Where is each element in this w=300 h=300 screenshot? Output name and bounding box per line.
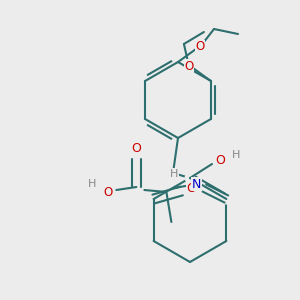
- Text: N: N: [192, 178, 201, 190]
- Text: O: O: [195, 40, 205, 53]
- Text: H: H: [170, 169, 178, 179]
- Text: O: O: [104, 185, 113, 199]
- Text: H: H: [88, 179, 97, 189]
- Text: O: O: [131, 142, 141, 155]
- Text: O: O: [187, 182, 196, 194]
- Text: H: H: [232, 150, 240, 160]
- Text: O: O: [184, 59, 194, 73]
- Text: O: O: [215, 154, 225, 166]
